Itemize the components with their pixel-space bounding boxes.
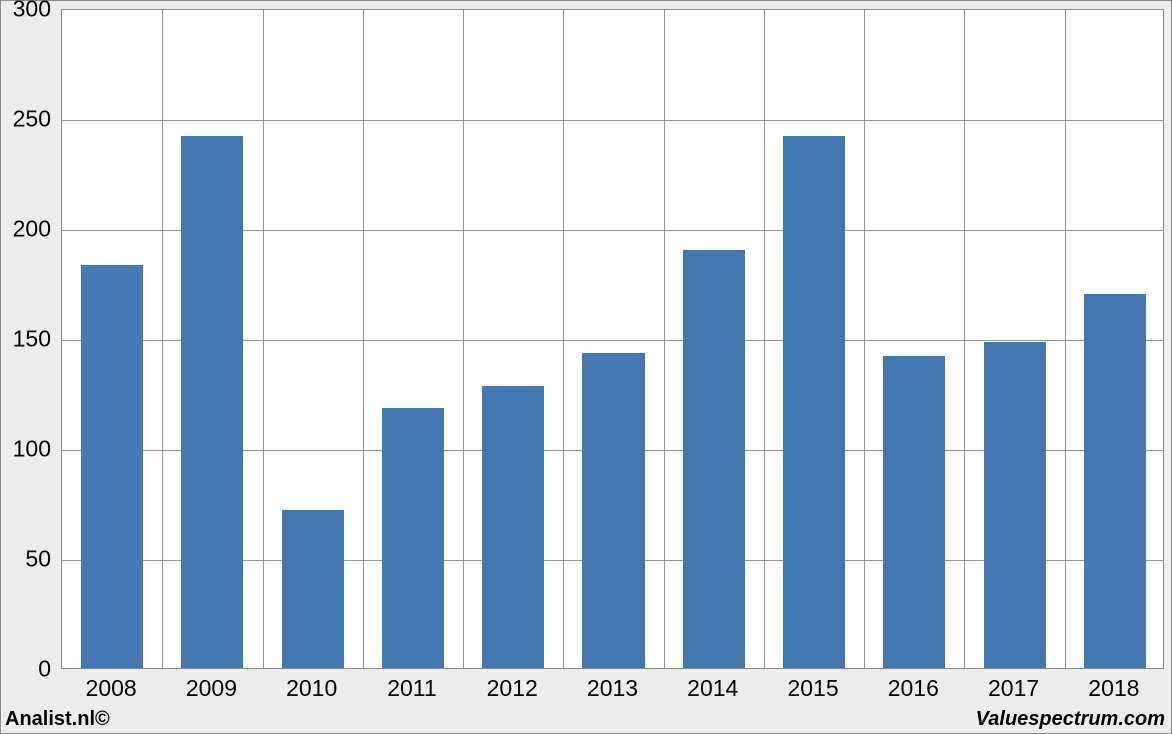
footer-left: Analist.nl© <box>5 708 110 731</box>
x-tick-label: 2010 <box>286 675 337 702</box>
grid-vline <box>263 10 264 668</box>
x-tick-label: 2013 <box>587 675 638 702</box>
y-tick-label: 250 <box>1 106 51 133</box>
y-tick-label: 0 <box>1 656 51 683</box>
bar <box>181 136 243 668</box>
bar <box>883 356 945 668</box>
grid-vline <box>964 10 965 668</box>
y-tick-label: 300 <box>1 0 51 23</box>
x-tick-label: 2009 <box>186 675 237 702</box>
x-tick-label: 2017 <box>988 675 1039 702</box>
grid-vline <box>162 10 163 668</box>
y-tick-label: 50 <box>1 546 51 573</box>
gridline <box>62 120 1163 121</box>
grid-vline <box>363 10 364 668</box>
grid-vline <box>563 10 564 668</box>
bar <box>683 250 745 668</box>
x-tick-label: 2015 <box>787 675 838 702</box>
chart-frame: 0 50 100 150 200 250 300 2008 2009 2010 2011 2012 2… <box>0 0 1172 734</box>
footer-right: Valuespectrum.com <box>976 708 1165 731</box>
x-tick-label: 2016 <box>888 675 939 702</box>
x-tick-label: 2014 <box>687 675 738 702</box>
y-tick-label: 100 <box>1 436 51 463</box>
plot-area <box>61 9 1164 669</box>
bar <box>1084 294 1146 668</box>
bar <box>482 386 544 668</box>
bar <box>582 353 644 668</box>
x-tick-label: 2018 <box>1088 675 1139 702</box>
bar <box>282 510 344 668</box>
bar <box>783 136 845 668</box>
x-tick-label: 2011 <box>387 675 436 702</box>
bar <box>81 265 143 668</box>
y-tick-label: 150 <box>1 326 51 353</box>
y-tick-label: 200 <box>1 216 51 243</box>
bar <box>382 408 444 668</box>
bar <box>984 342 1046 668</box>
grid-vline <box>864 10 865 668</box>
grid-vline <box>664 10 665 668</box>
x-tick-label: 2012 <box>487 675 538 702</box>
grid-vline <box>463 10 464 668</box>
grid-vline <box>1065 10 1066 668</box>
grid-vline <box>764 10 765 668</box>
x-tick-label: 2008 <box>86 675 137 702</box>
